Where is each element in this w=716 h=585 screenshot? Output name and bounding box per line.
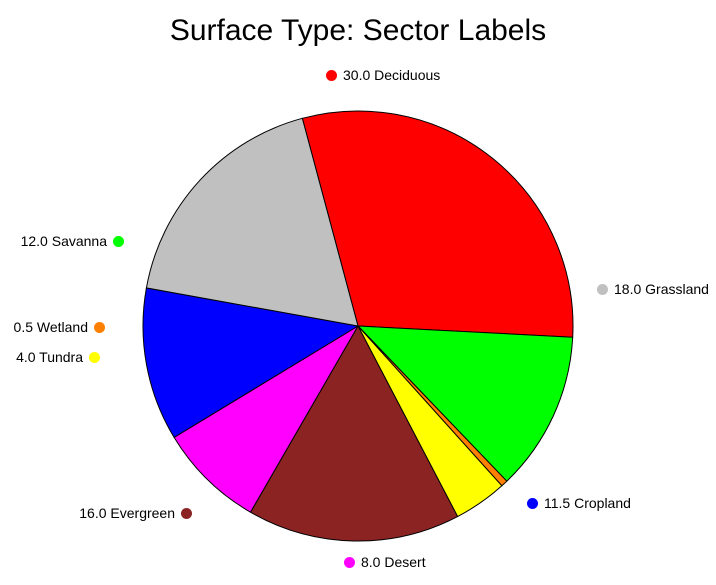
slice-label-text: 16.0 Evergreen	[79, 505, 175, 521]
slice-label-text: 18.0 Grassland	[614, 281, 709, 297]
legend-dot-icon	[597, 284, 608, 295]
slice-label: 30.0 Deciduous	[326, 67, 440, 83]
slice-label-text: 12.0 Savanna	[21, 233, 107, 249]
slice-label: 12.0 Savanna	[21, 233, 124, 249]
chart-stage: Surface Type: Sector Labels 30.0 Deciduo…	[0, 0, 716, 585]
legend-dot-icon	[94, 322, 105, 333]
slice-label: 16.0 Evergreen	[79, 505, 192, 521]
slice-label: 4.0 Tundra	[16, 349, 100, 365]
slice-label: 18.0 Grassland	[597, 281, 709, 297]
legend-dot-icon	[344, 557, 355, 568]
chart-title: Surface Type: Sector Labels	[0, 14, 716, 48]
legend-dot-icon	[113, 236, 124, 247]
legend-dot-icon	[527, 498, 538, 509]
slice-label: 8.0 Desert	[344, 554, 426, 570]
slice-label-text: 8.0 Desert	[361, 554, 426, 570]
slice-label-text: 0.5 Wetland	[14, 319, 88, 335]
slice-label: 11.5 Cropland	[527, 495, 631, 511]
slice-label-text: 4.0 Tundra	[16, 349, 83, 365]
slice-label-text: 11.5 Cropland	[544, 495, 631, 511]
legend-dot-icon	[181, 508, 192, 519]
legend-dot-icon	[326, 70, 337, 81]
legend-dot-icon	[89, 352, 100, 363]
slice-label: 0.5 Wetland	[14, 319, 105, 335]
slice-label-text: 30.0 Deciduous	[343, 67, 440, 83]
